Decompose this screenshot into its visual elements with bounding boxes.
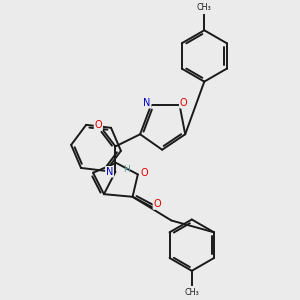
Text: O: O	[153, 199, 161, 209]
Text: O: O	[94, 120, 102, 130]
Text: O: O	[180, 98, 188, 108]
Text: CH₃: CH₃	[197, 3, 212, 12]
Text: CH₃: CH₃	[184, 288, 199, 297]
Text: H: H	[123, 165, 129, 174]
Text: N: N	[106, 167, 113, 177]
Text: O: O	[141, 168, 148, 178]
Text: N: N	[143, 98, 151, 108]
